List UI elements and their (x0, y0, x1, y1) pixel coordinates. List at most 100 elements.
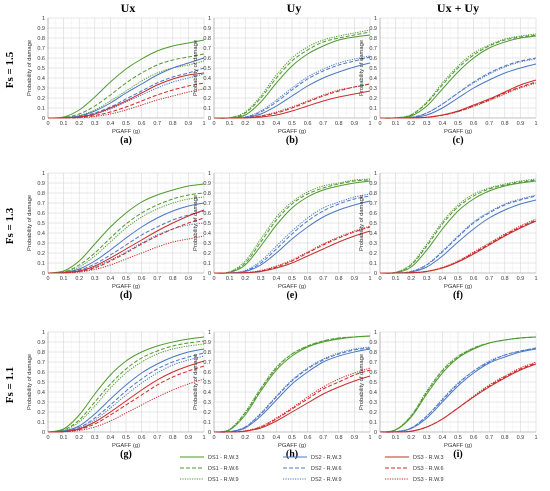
series-line (379, 179, 537, 274)
y-tick-label: 0 (42, 116, 45, 122)
x-tick-label: 0.3 (423, 276, 431, 282)
series-line (47, 343, 205, 433)
series-line (213, 34, 371, 119)
y-tick-label: 0.1 (369, 106, 377, 112)
x-tick-label: 0.2 (407, 276, 415, 282)
y-tick-label: 1 (208, 171, 211, 177)
x-tick-label: 0 (46, 121, 49, 127)
x-tick-label: 1 (534, 276, 537, 282)
x-tick-label: 0.1 (392, 435, 400, 441)
series-line (47, 183, 205, 274)
x-tick-label: 1 (368, 121, 371, 127)
legend-label: DS2 - R.W.9 (311, 477, 342, 483)
series-line (47, 39, 205, 119)
y-tick-label: 0.3 (369, 400, 377, 406)
legend-label: DS3 - R.W.9 (413, 477, 444, 483)
legend-label: DS3 - R.W.3 (413, 455, 444, 461)
x-tick-label: 0.6 (470, 276, 478, 282)
y-tick-label: 0.7 (203, 201, 211, 207)
y-tick-label: 0.8 (369, 191, 377, 197)
y-tick-label: 0.9 (369, 26, 377, 32)
y-tick-label: 0.4 (37, 231, 45, 237)
x-tick-label: 0.5 (454, 435, 462, 441)
series-line (47, 355, 205, 433)
y-tick-label: 0.2 (37, 410, 45, 416)
x-tick-label: 0.6 (470, 435, 478, 441)
y-tick-label: 0.6 (369, 370, 377, 376)
panel-label: (b) (286, 135, 298, 146)
y-tick-label: 0.3 (37, 86, 45, 92)
panel-label: (c) (452, 135, 463, 146)
legend-label: DS1 - R.W.6 (208, 466, 239, 472)
x-tick-label: 0.2 (407, 435, 415, 441)
y-tick-label: 0.4 (369, 76, 377, 82)
legend-label: DS2 - R.W.3 (311, 455, 342, 461)
y-tick-label: 0 (208, 271, 211, 277)
y-axis-label: Probability of damage (359, 354, 365, 410)
y-tick-label: 0.5 (369, 221, 377, 227)
x-tick-label: 0.5 (122, 121, 130, 127)
series-line (47, 235, 205, 274)
y-tick-label: 1 (42, 16, 45, 22)
y-tick-label: 0.8 (203, 350, 211, 356)
x-tick-label: 0.1 (226, 435, 234, 441)
x-tick-label: 0.3 (257, 121, 265, 127)
x-tick-label: 0.5 (122, 435, 130, 441)
y-tick-label: 1 (374, 16, 377, 22)
series-line (379, 347, 537, 433)
x-tick-label: 0.2 (75, 276, 83, 282)
x-tick-label: 0 (212, 276, 215, 282)
y-tick-label: 0.1 (369, 420, 377, 426)
y-tick-label: 0.2 (203, 251, 211, 257)
x-tick-label: 0.7 (485, 121, 493, 127)
y-axis-label: Probability of damage (359, 195, 365, 251)
x-tick-label: 0.9 (517, 276, 525, 282)
x-tick-label: 0.9 (351, 276, 359, 282)
y-tick-label: 0.4 (369, 231, 377, 237)
series-line (47, 202, 205, 274)
y-tick-label: 0.6 (37, 211, 45, 217)
y-tick-label: 0.6 (203, 211, 211, 217)
x-tick-label: 0.8 (169, 435, 177, 441)
x-tick-label: 0 (46, 435, 49, 441)
x-tick-label: 0.5 (454, 121, 462, 127)
y-tick-label: 0.3 (369, 241, 377, 247)
x-tick-label: 0 (378, 435, 381, 441)
y-tick-label: 0.3 (203, 86, 211, 92)
panel-label: (i) (453, 449, 462, 460)
y-tick-label: 0.8 (203, 36, 211, 42)
x-tick-label: 0.3 (91, 435, 99, 441)
panel-label: (d) (120, 290, 132, 301)
chart-panel: 0 0.1 0.2 0.3 0.4 0.5 0.6 0.7 0.8 0.9 100.10.20.30… (359, 171, 538, 301)
y-tick-label: 0 (208, 116, 211, 122)
panel-label: (g) (120, 449, 132, 460)
y-tick-label: 0.1 (203, 261, 211, 267)
series-line (47, 53, 205, 119)
x-axis-label: PGAFF (g) (112, 284, 140, 290)
chart-panel: 0 0.1 0.2 0.3 0.4 0.5 0.6 0.7 0.8 0.9 100.10.20.30… (359, 330, 538, 460)
y-tick-label: 0.2 (203, 96, 211, 102)
y-tick-label: 0.5 (369, 66, 377, 72)
y-tick-label: 1 (208, 16, 211, 22)
x-tick-label: 0.3 (91, 121, 99, 127)
x-tick-label: 0.5 (288, 276, 296, 282)
series-line (379, 82, 537, 119)
series-line (213, 29, 371, 119)
y-tick-label: 0.5 (203, 66, 211, 72)
x-tick-label: 0.8 (335, 121, 343, 127)
y-tick-label: 0.6 (203, 56, 211, 62)
x-tick-label: 0.5 (454, 276, 462, 282)
y-axis-label: Probability of damage (27, 195, 33, 251)
panel-label: (a) (120, 135, 132, 146)
y-tick-label: 0.3 (37, 241, 45, 247)
series-line (213, 225, 371, 274)
y-tick-label: 0 (374, 430, 377, 436)
series-line (47, 378, 205, 433)
x-tick-label: 0.3 (423, 121, 431, 127)
y-tick-label: 1 (208, 330, 211, 336)
x-tick-label: 0.2 (407, 121, 415, 127)
y-tick-label: 0.5 (203, 221, 211, 227)
x-tick-label: 0.9 (517, 435, 525, 441)
x-axis-label: PGAFF (g) (444, 284, 472, 290)
y-tick-label: 0.7 (37, 201, 45, 207)
